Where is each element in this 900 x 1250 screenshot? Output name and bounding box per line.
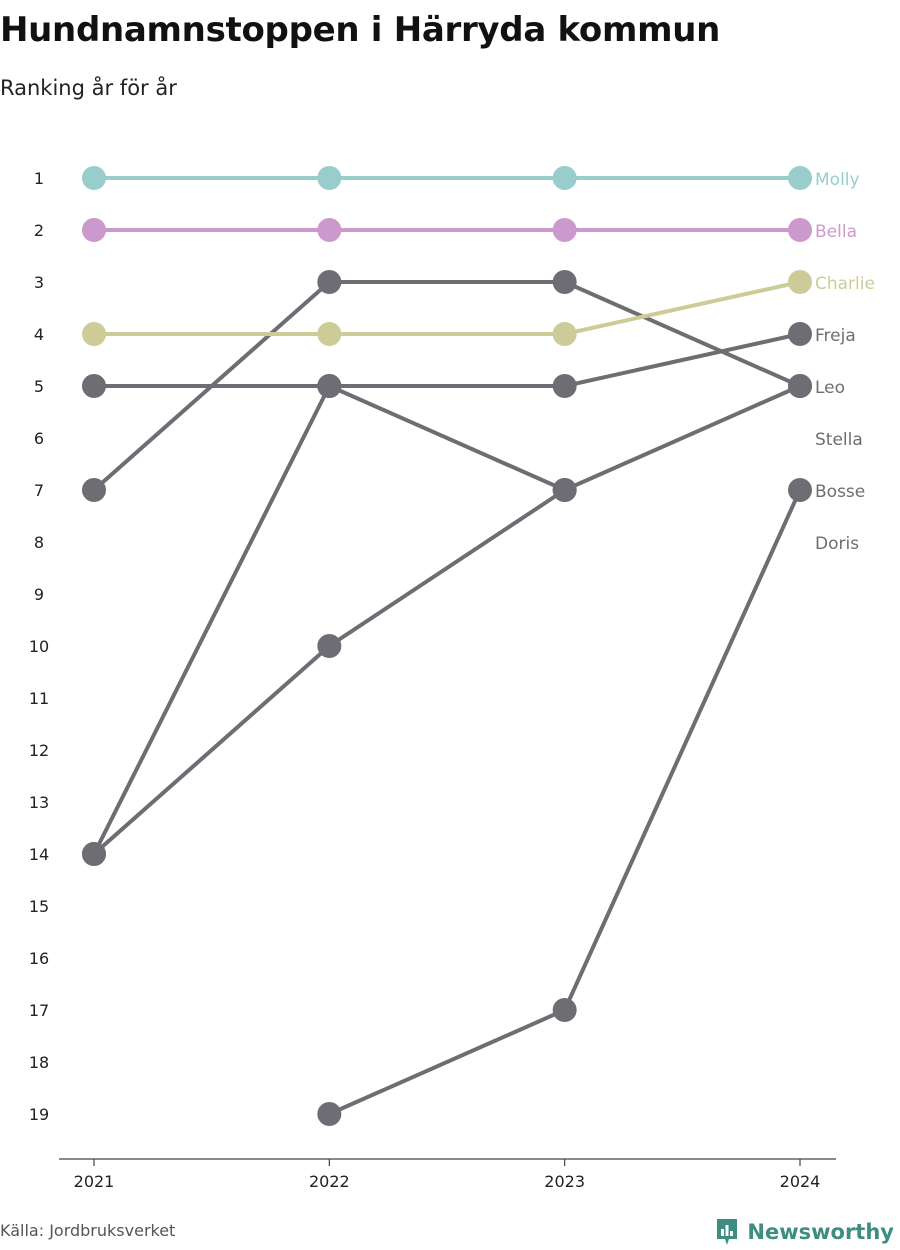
point-freja — [82, 374, 106, 398]
series-label-doris: Doris — [815, 534, 859, 554]
point-molly — [82, 166, 106, 190]
y-tick-label: 11 — [29, 689, 49, 708]
point-bella — [317, 218, 342, 242]
y-tick-label: 1 — [34, 169, 44, 188]
series-points — [82, 166, 812, 1126]
line-leo — [92, 280, 332, 492]
point-leo — [317, 270, 342, 294]
series-label-charlie: Charlie — [815, 274, 875, 294]
chart-title: Hundnamnstoppen i Härryda kommun — [0, 10, 721, 50]
line-freja — [562, 332, 802, 388]
y-tick-label: 9 — [34, 585, 44, 604]
y-tick-label: 14 — [29, 845, 49, 864]
y-tick-label: 13 — [29, 793, 49, 812]
series-labels: Molly Bella Charlie Freja Leo Stella Bosse Dori… — [815, 170, 875, 554]
x-tick-label: 2021 — [74, 1172, 115, 1191]
point-stella — [317, 374, 342, 398]
series-label-bosse: Bosse — [815, 482, 865, 502]
point-charlie — [788, 270, 812, 294]
point-leo — [552, 270, 577, 294]
series-label-freja: Freja — [815, 326, 856, 346]
point-bosse — [317, 1102, 342, 1126]
y-tick-label: 17 — [29, 1001, 49, 1020]
y-tick-label: 6 — [34, 429, 44, 448]
y-tick-label: 15 — [29, 897, 49, 916]
y-tick-label: 4 — [34, 325, 44, 344]
brand-logo: Newsworthy — [715, 1217, 894, 1247]
y-tick-label: 5 — [34, 377, 44, 396]
point-freja — [788, 322, 812, 346]
point-molly — [788, 166, 812, 190]
y-tick-label: 16 — [29, 949, 49, 968]
line-leo — [562, 280, 802, 388]
x-tick-label: 2023 — [544, 1172, 585, 1191]
line-doris — [92, 644, 332, 856]
y-tick-label: 8 — [34, 533, 44, 552]
brand-name: Newsworthy — [747, 1220, 894, 1244]
x-tick-label: 2024 — [780, 1172, 821, 1191]
point-freja — [552, 374, 577, 398]
line-doris — [327, 488, 567, 648]
series-label-leo: Leo — [815, 378, 845, 398]
point-leo — [82, 478, 106, 502]
point-bella — [552, 218, 577, 242]
line-bosse — [562, 488, 802, 1012]
point-charlie — [552, 322, 577, 346]
y-tick-label: 2 — [34, 221, 44, 240]
point-doris — [788, 374, 812, 398]
line-charlie — [562, 280, 802, 336]
line-stella — [327, 384, 567, 492]
source-note: Källa: Jordbruksverket — [0, 1221, 176, 1240]
y-tick-label: 12 — [29, 741, 49, 760]
series-label-bella: Bella — [815, 222, 857, 242]
series-lines — [92, 176, 802, 1116]
point-charlie — [317, 322, 342, 346]
y-tick-label: 10 — [29, 637, 49, 656]
point-doris — [317, 634, 342, 658]
y-tick-label: 3 — [34, 273, 44, 292]
point-doris — [552, 478, 577, 502]
point-doris — [82, 842, 106, 866]
x-tick-label: 2022 — [309, 1172, 350, 1191]
line-bosse — [327, 1008, 567, 1116]
point-molly — [317, 166, 342, 190]
chart-subtitle: Ranking år för år — [0, 76, 177, 100]
line-stella — [92, 384, 332, 856]
point-bosse — [788, 478, 812, 502]
point-molly — [552, 166, 577, 190]
y-tick-label: 18 — [29, 1053, 49, 1072]
point-bella — [788, 218, 812, 242]
point-bella — [82, 218, 106, 242]
point-bosse — [552, 998, 577, 1022]
y-tick-label: 7 — [34, 481, 44, 500]
y-tick-label: 19 — [29, 1105, 49, 1124]
series-label-molly: Molly — [815, 170, 860, 190]
series-label-stella: Stella — [815, 430, 863, 450]
line-doris — [562, 384, 802, 492]
point-charlie — [82, 322, 106, 346]
bar-chart-pin-icon — [717, 1219, 738, 1245]
x-axis: 2021 2022 2023 2024 — [59, 1158, 836, 1191]
